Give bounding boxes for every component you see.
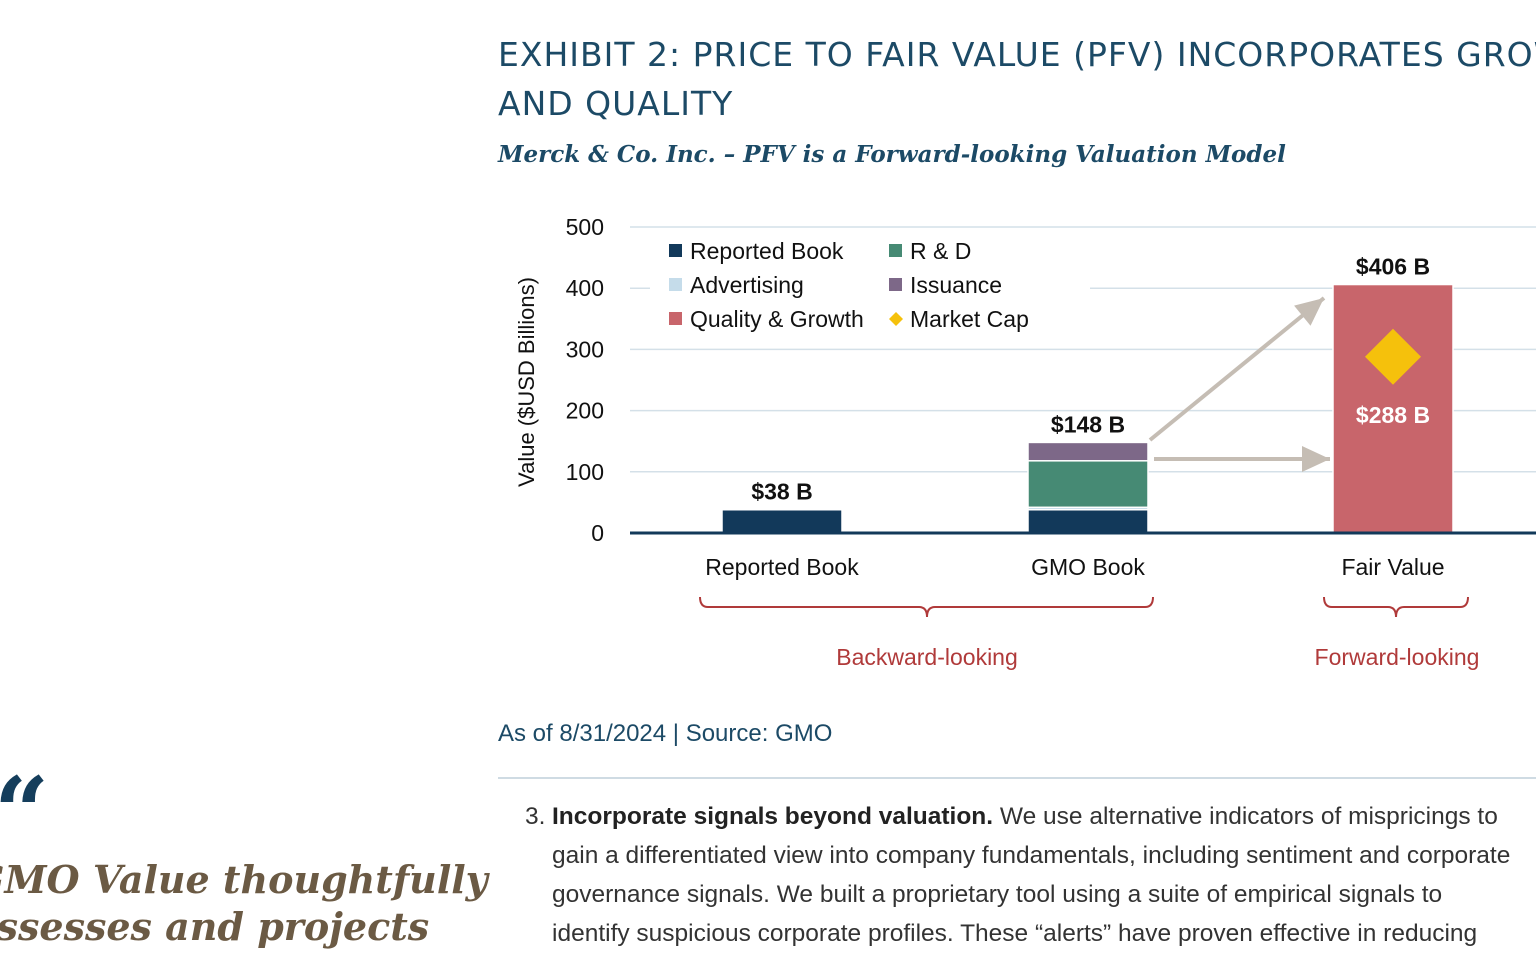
market-cap-label: $288 B: [1356, 402, 1430, 428]
quote-mark-icon: “: [0, 765, 49, 861]
bar-total-label: $38 B: [751, 479, 812, 505]
body-line-1: Incorporate signals beyond valuation. We…: [552, 797, 1536, 836]
legend-marker-diamond: [889, 312, 903, 326]
x-tick-label: Reported Book: [705, 554, 859, 580]
legend-marker-square: [889, 278, 902, 291]
bar-segment-r-d: [1027, 460, 1149, 509]
y-tick-label: 400: [566, 275, 604, 301]
legend-label: R & D: [910, 238, 971, 264]
legend-label: Reported Book: [690, 238, 844, 264]
body-line-4: identify suspicious corporate profiles. …: [552, 920, 1478, 947]
x-tick-label: Fair Value: [1341, 554, 1444, 580]
bar-segment-quality-growth: [1332, 283, 1454, 534]
source-note: As of 8/31/2024 | Source: GMO: [498, 720, 833, 747]
x-tick-label: GMO Book: [1031, 554, 1145, 580]
body-line-3: governance signals. We built a proprieta…: [552, 881, 1443, 908]
pull-quote: GMO Value thoughtfully assesses and proj…: [0, 856, 488, 950]
group-label: Forward-looking: [1315, 644, 1480, 670]
y-tick-label: 500: [566, 214, 604, 240]
legend-marker-square: [669, 278, 682, 291]
body-line-2: gain a differentiated view into company …: [552, 842, 1511, 869]
growth-arrow: [1148, 296, 1326, 442]
section-divider: [498, 777, 1536, 779]
exhibit-title: EXHIBIT 2: PRICE TO FAIR VALUE (PFV) INC…: [498, 30, 1536, 128]
body-line-1-text: We use alternative indicators of mispric…: [993, 803, 1498, 830]
legend-marker-square: [889, 244, 902, 257]
group-label: Backward-looking: [836, 644, 1018, 670]
exhibit-title-line-1: EXHIBIT 2: PRICE TO FAIR VALUE (PFV) INC…: [498, 35, 1536, 74]
growth-arrow-head: [1294, 298, 1324, 326]
bar-segment-reported-book: [721, 508, 843, 534]
y-tick-label: 100: [566, 459, 604, 485]
exhibit-subtitle: Merck & Co. Inc. – PFV is a Forward-look…: [498, 141, 1286, 168]
y-tick-label: 200: [566, 398, 604, 424]
pull-quote-line-1: GMO Value thoughtfully: [0, 857, 488, 902]
legend-marker-square: [669, 312, 682, 325]
legend-label: Market Cap: [910, 306, 1029, 332]
y-axis-label: Value ($USD Billions): [514, 277, 539, 487]
bar-total-label: $148 B: [1051, 411, 1125, 437]
legend-marker-square: [669, 244, 682, 257]
forward-bracket: [1323, 596, 1469, 618]
list-item-heading: Incorporate signals beyond valuation.: [552, 803, 994, 830]
bar-segment-issuance: [1027, 441, 1149, 462]
bar-segment-reported-book: [1027, 508, 1149, 534]
pull-quote-line-2: assesses and projects: [0, 904, 430, 949]
y-tick-label: 300: [566, 336, 604, 362]
backward-bracket: [699, 596, 1154, 618]
list-item-number: 3.: [525, 803, 546, 830]
legend-label: Quality & Growth: [690, 306, 864, 332]
bar-total-label: $406 B: [1356, 254, 1430, 280]
legend-label: Issuance: [910, 272, 1002, 298]
list-item-text: Incorporate signals beyond valuation. We…: [552, 797, 1536, 953]
numbered-list-item: 3. Incorporate signals beyond valuation.…: [520, 797, 1536, 953]
legend-label: Advertising: [690, 272, 804, 298]
exhibit-title-line-2: AND QUALITY: [498, 84, 734, 123]
market-cap-marker: [1365, 328, 1421, 385]
y-tick-label: 0: [591, 520, 604, 546]
legend-background: [650, 234, 1090, 338]
book-arrow-head: [1302, 446, 1330, 472]
